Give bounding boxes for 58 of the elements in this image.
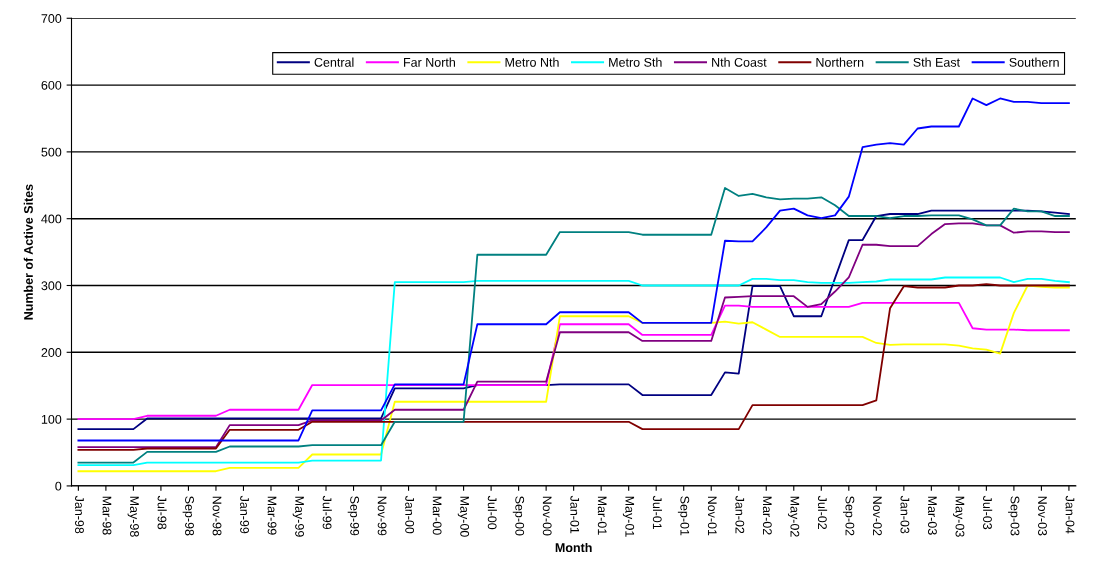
legend-label: Metro Sth [609,57,662,67]
x-tick-label: Nov-03 [1038,496,1047,536]
x-tick-label: May-02 [787,496,800,537]
y-axis-title: Number of Active Sites [23,184,33,320]
y-tick-label: 0 [55,481,62,491]
x-tick-label: Mar-01 [597,496,607,535]
legend-label: Northern [816,57,864,67]
x-tick-label: Jan-03 [900,495,910,534]
y-tick-label: 600 [41,80,62,90]
x-tick-label: Nov-00 [542,496,552,536]
x-tick-label: Jan-98 [75,495,84,534]
y-tick-label: 200 [41,348,62,357]
x-tick-label: Nov-01 [707,496,717,536]
legend-label: Southern [1009,57,1059,67]
x-tick-label: Nov-02 [872,496,882,536]
x-tick-label: Jul-99 [322,495,332,530]
x-tick-label: May-99 [292,496,304,537]
x-tick-label: Nov-98 [212,496,222,536]
x-tick-label: Jan-01 [570,495,580,534]
legend-label: Nth Coast [712,57,767,67]
x-tick-label: Mar-03 [927,496,937,535]
x-tick-label: Mar-99 [267,496,277,535]
y-tick-label: 700 [41,14,62,23]
line-series [77,187,1070,464]
x-tick-label: Jul-98 [157,495,167,530]
legend-label: Far North [404,57,455,67]
x-tick-label: Sep-00 [512,496,525,536]
line-series [77,301,1070,421]
x-tick-label: Jul-03 [983,495,993,530]
legend-label: Sth East [913,57,960,67]
x-tick-label: May-00 [457,496,470,537]
x-tick-label: Sep-99 [347,496,360,536]
y-tick-label: 400 [41,214,62,224]
x-tick-label: Mar-00 [432,496,442,535]
legend-label: Metro Nth [505,57,559,67]
x-tick-label: Mar-02 [762,496,772,535]
x-tick-label: Jan-99 [240,495,249,534]
x-tick-label: Sep-03 [1008,496,1020,536]
line-series [77,97,1070,442]
x-tick-label: Jan-04 [1065,495,1075,534]
x-tick-label: Sep-98 [182,496,194,536]
x-tick-label: Jul-02 [817,495,828,530]
y-tick-label: 300 [41,281,62,291]
x-tick-label: May-03 [953,496,965,537]
x-tick-label: Sep-01 [677,496,690,536]
x-tick-label: Jul-00 [487,495,497,530]
x-tick-label: Jul-01 [652,495,663,530]
x-tick-label: Jan-00 [405,495,415,534]
legend-label: Central [314,57,354,67]
x-tick-label: May-98 [127,496,139,537]
x-tick-label: Jan-02 [735,495,745,534]
y-tick-label: 500 [41,147,62,157]
x-tick-label: May-01 [622,496,635,537]
x-tick-label: Sep-02 [842,496,855,536]
x-axis-title: Month [555,542,592,553]
y-tick-label: 100 [41,414,62,424]
x-tick-label: Nov-99 [377,496,387,536]
x-tick-label: Mar-98 [102,496,112,535]
